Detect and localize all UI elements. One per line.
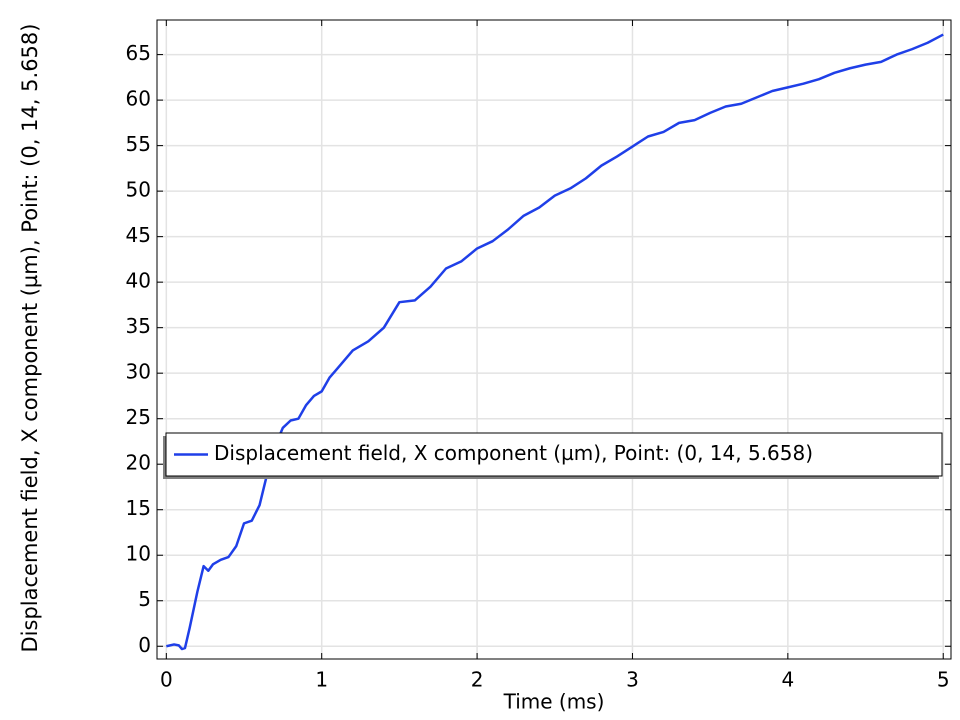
y-tick-label: 65 xyxy=(126,41,151,65)
y-tick-label: 5 xyxy=(138,587,151,611)
y-tick-label: 55 xyxy=(126,132,151,156)
x-tick-label: 2 xyxy=(471,668,484,692)
x-axis-label: Time (ms) xyxy=(503,690,605,714)
x-tick-label: 3 xyxy=(626,668,639,692)
y-tick-label: 20 xyxy=(126,451,151,475)
y-tick-label: 0 xyxy=(138,633,151,657)
y-tick-label: 60 xyxy=(126,87,151,111)
y-tick-label: 30 xyxy=(126,360,151,384)
legend-box xyxy=(165,432,943,477)
legend-label: Displacement field, X component (µm), Po… xyxy=(214,441,813,465)
plot-frame xyxy=(156,19,952,660)
x-tick-label: 0 xyxy=(160,668,173,692)
y-tick-label: 25 xyxy=(126,405,151,429)
y-tick-label: 45 xyxy=(126,223,151,247)
y-tick-label: 10 xyxy=(126,542,151,566)
x-tick-label: 4 xyxy=(781,668,794,692)
y-tick-label: 50 xyxy=(126,178,151,202)
x-tick-label: 1 xyxy=(315,668,328,692)
y-tick-label: 40 xyxy=(126,269,151,293)
x-tick-label: 5 xyxy=(937,668,950,692)
y-tick-label: 15 xyxy=(126,496,151,520)
data-line xyxy=(166,33,944,651)
y-axis-label: Displacement field, X component (µm), Po… xyxy=(18,23,42,653)
y-tick-label: 35 xyxy=(126,314,151,338)
